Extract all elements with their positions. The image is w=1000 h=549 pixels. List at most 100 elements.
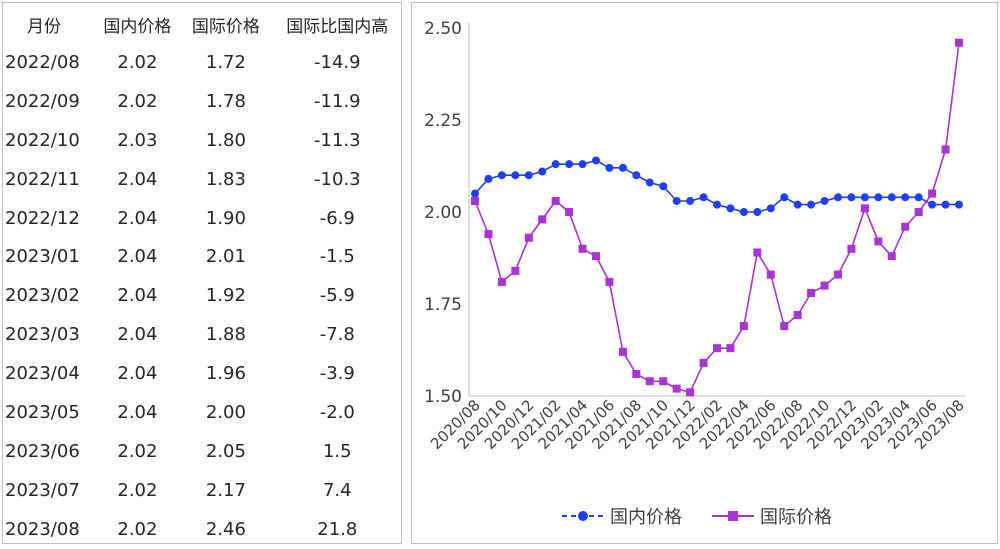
domestic-price-point: [538, 167, 547, 176]
cell-month: 2023/08: [5, 518, 80, 540]
cell-month: 2023/02: [5, 285, 80, 307]
international-price-point: [713, 344, 721, 353]
cell-international-price: 1.96: [205, 363, 246, 385]
international-price-point: [524, 233, 533, 242]
international-price-point: [578, 244, 587, 253]
cell-domestic-price: 2.04: [117, 285, 158, 307]
cell-domestic-price: 2.04: [117, 324, 158, 346]
cell-difference: -6.9: [319, 207, 355, 229]
cell-difference: 21.8: [317, 518, 358, 540]
domestic-price-point: [484, 174, 493, 183]
y-tick-label: 2.50: [424, 19, 462, 39]
international-price-point: [847, 244, 856, 253]
international-price-point: [874, 237, 883, 246]
table-row: 2022/08 2.02 1.72 -14.9: [3, 43, 401, 82]
cell-domestic-price: 2.04: [117, 168, 158, 190]
domestic-price-point: [578, 160, 587, 169]
international-price-point: [659, 377, 668, 386]
international-price-point: [726, 344, 735, 353]
table-row: 2022/11 2.04 1.83 -10.3: [3, 160, 401, 199]
domestic-price-point: [713, 200, 721, 209]
international-price-point: [941, 145, 950, 154]
international-price-point: [632, 369, 641, 378]
international-price-point: [820, 281, 829, 290]
cell-month: 2022/08: [5, 51, 80, 73]
international-price-point: [807, 288, 816, 297]
international-price-point: [592, 252, 600, 261]
domestic-price-point: [672, 196, 681, 205]
domestic-price-point: [780, 193, 789, 202]
international-price-point: [686, 388, 695, 397]
cell-international-price: 1.88: [205, 324, 246, 346]
international-price-point: [834, 270, 842, 279]
international-price-point: [793, 311, 802, 320]
cell-difference: -5.9: [319, 285, 355, 307]
cell-difference: -11.9: [314, 90, 361, 112]
domestic-price-point: [941, 200, 950, 209]
y-tick-label: 2.25: [424, 111, 462, 131]
cell-domestic-price: 2.04: [117, 401, 158, 423]
international-price-point: [914, 208, 923, 216]
international-price-point: [645, 377, 654, 386]
table-row: 2023/05 2.04 2.00 -2.0: [3, 393, 401, 432]
cell-month: 2023/06: [5, 440, 80, 462]
price-line-chart: 1.501.752.002.252.502020/082020/102020/1…: [424, 19, 968, 528]
y-tick-label: 1.75: [424, 295, 462, 315]
header-difference: 国际比国内高: [286, 16, 389, 37]
legend-label-domestic: 国内价格: [610, 507, 682, 528]
international-price-point: [672, 384, 681, 393]
international-price-point: [901, 222, 910, 231]
international-price-point: [766, 270, 775, 279]
cell-international-price: 1.83: [205, 168, 246, 190]
series-line-international: [474, 42, 960, 394]
table-row: 2023/03 2.04 1.88 -7.8: [3, 315, 401, 354]
domestic-price-point: [471, 189, 479, 198]
table-row: 2022/12 2.04 1.90 -6.9: [3, 199, 401, 238]
cell-domestic-price: 2.02: [117, 479, 158, 501]
cell-international-price: 1.78: [205, 90, 246, 112]
legend-marker-domestic: [578, 511, 588, 521]
domestic-price-point: [928, 200, 937, 209]
domestic-price-point: [955, 200, 963, 209]
cell-month: 2023/03: [5, 324, 80, 346]
cell-international-price: 2.01: [205, 246, 246, 268]
domestic-price-point: [618, 163, 627, 172]
international-price-point: [928, 189, 937, 198]
international-price-point: [538, 215, 547, 224]
domestic-price-point: [887, 193, 896, 202]
table-row: 2022/10 2.03 1.80 -11.3: [3, 121, 401, 160]
international-price-point: [471, 196, 479, 205]
table-row: 2023/04 2.04 1.96 -3.9: [3, 354, 401, 393]
domestic-price-point: [659, 182, 668, 191]
header-international-price: 国际价格: [191, 16, 260, 37]
international-price-point: [618, 347, 627, 356]
cell-international-price: 2.00: [205, 401, 246, 423]
international-price-point: [780, 322, 789, 331]
domestic-price-point: [847, 193, 856, 202]
international-price-point: [497, 277, 506, 286]
cell-domestic-price: 2.04: [117, 207, 158, 229]
domestic-price-point: [860, 193, 869, 202]
cell-domestic-price: 2.02: [117, 51, 158, 73]
international-price-point: [484, 230, 493, 239]
cell-international-price: 2.46: [205, 518, 246, 540]
domestic-price-point: [726, 204, 735, 213]
table-row: 2023/07 2.02 2.17 7.4: [3, 471, 401, 510]
cell-difference: -3.9: [319, 363, 355, 385]
cell-difference: 7.4: [322, 479, 352, 501]
price-table: 月份 国内价格 国际价格 国际比国内高 2022/08 2.02 1.72 -14.9…: [3, 5, 401, 549]
cell-month: 2022/09: [5, 90, 80, 112]
cell-international-price: 2.17: [205, 479, 246, 501]
domestic-price-point: [699, 193, 708, 202]
cell-month: 2022/11: [5, 168, 80, 190]
domestic-price-point: [524, 171, 533, 180]
domestic-price-point: [834, 193, 842, 202]
header-month: 月份: [27, 16, 61, 37]
table-row: 2023/02 2.04 1.92 -5.9: [3, 276, 401, 315]
table-header-row: 月份 国内价格 国际价格 国际比国内高: [3, 5, 401, 43]
domestic-price-point: [605, 163, 614, 172]
cell-month: 2023/01: [5, 246, 80, 268]
table-row: 2023/01 2.04 2.01 -1.5: [3, 237, 401, 276]
international-price-point: [887, 252, 896, 261]
legend-label-international: 国际价格: [760, 507, 832, 528]
